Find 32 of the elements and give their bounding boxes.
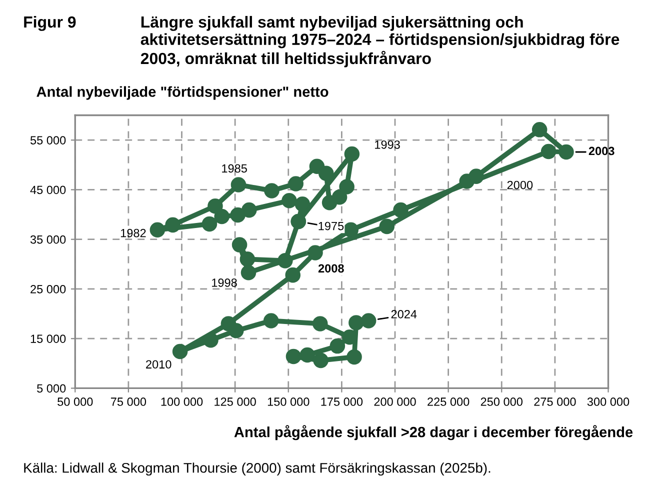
annotation: 1985 — [222, 164, 247, 173]
x-tick-label: 150 000 — [268, 398, 310, 406]
y-tick-label: 25 000 — [30, 285, 66, 294]
x-tick-label: 100 000 — [161, 398, 203, 406]
text: Figur 9 — [24, 16, 76, 31]
x-tick-label: 300 000 — [587, 398, 630, 406]
annotation: 2003 — [588, 146, 614, 156]
annotation: 2008 — [318, 264, 344, 273]
x-tick-label: 50 000 — [58, 398, 93, 406]
x-tick-label: 200 000 — [374, 398, 416, 406]
x-tick-label: 225 000 — [428, 398, 470, 406]
x-tick-label: 175 000 — [321, 398, 363, 406]
annotation: 2024 — [391, 310, 417, 318]
chart-title: Längre sjukfall samt nybeviljad sjukersättning och aktivitetsersättning 1975–2024 – förtidspension/sjukbidrag före 2003, omräknat till heltidssjukfrånvaro — [140, 16, 620, 68]
y-tick-label: 45 000 — [30, 186, 66, 194]
y-tick-label: 35 000 — [30, 235, 66, 244]
annotation: 2010 — [146, 360, 172, 369]
x-tick-label: 75 000 — [110, 398, 146, 406]
annotation: 2000 — [507, 180, 533, 190]
x-tick-label: 125 000 — [214, 398, 256, 406]
x-axis-title: Antal pågående sjukfall >28 dagar i december föregående — [234, 425, 633, 440]
annotation: 1982 — [120, 228, 146, 238]
y-tick-label: 5 000 — [37, 384, 66, 393]
annotation: 1975 — [318, 222, 344, 230]
y-tick-label: 15 000 — [30, 334, 66, 343]
annotation: 1998 — [212, 278, 237, 287]
y-tick-label: 55 000 — [30, 136, 66, 144]
x-tick-label: 275 000 — [534, 398, 576, 406]
x-tick-label: 250 000 — [480, 398, 523, 406]
text: Källa: Lidwall & Skogman Thoursie (2000) samt Försäkringskassan (2025b). — [24, 462, 490, 476]
annotation: 1993 — [375, 140, 400, 149]
y-axis-title: Antal nybeviljade "förtidspensioner" netto — [36, 86, 328, 100]
